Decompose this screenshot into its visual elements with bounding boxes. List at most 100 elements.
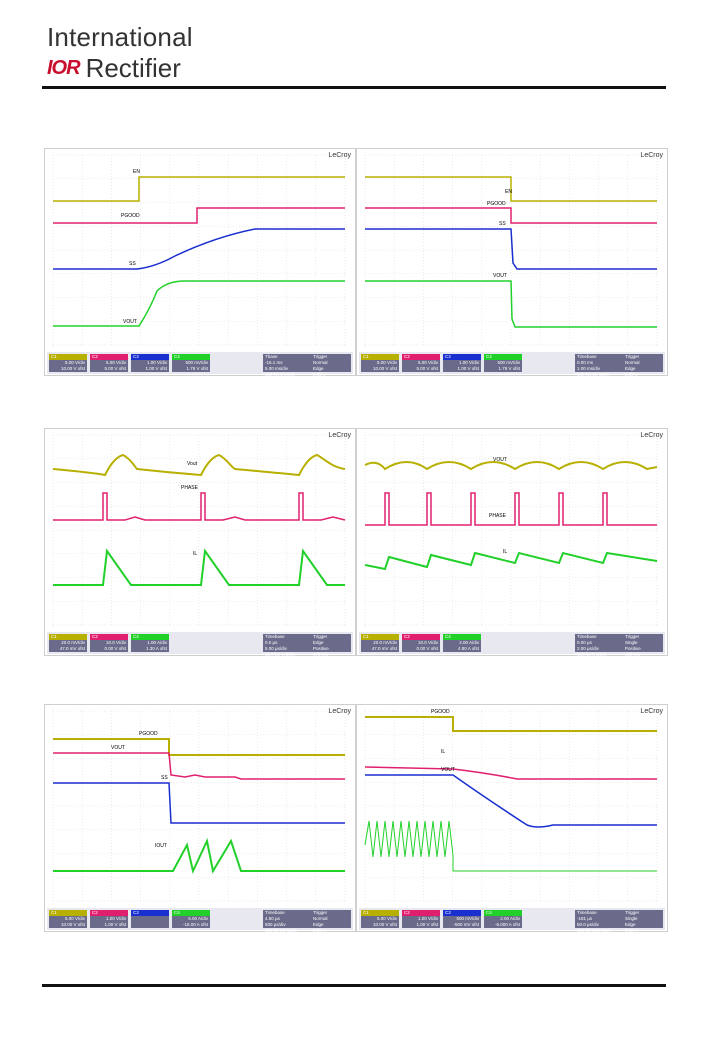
scope-screenshot-3: Vout PHASE IL LeCroy C1 20.0 mV/div 47.0 m… <box>44 428 356 657</box>
footer-rule <box>42 984 666 987</box>
timebase-value: 100 kS 200 MS/s <box>577 928 612 933</box>
channel-readout: C2 5.00 V/div 5.00 V ofst <box>402 354 440 372</box>
channel-name: C3 <box>131 354 169 360</box>
timebase-value: 0.00 µs <box>577 640 592 645</box>
channel-offset: 1.30 A ofst <box>145 646 167 651</box>
trace-ch1-pgood <box>53 738 345 756</box>
scope-info-bar: C1 5.00 V/div 10.00 V ofst C2 1.00 V/div 1.00… <box>359 908 665 939</box>
channel-offset: 1.78 V ofst <box>498 366 520 371</box>
trace-ch4-il <box>53 548 345 586</box>
timebase-value: 0.0 µs <box>265 640 278 645</box>
scope-info-bar: C1 5.00 V/div 10.00 V ofst C2 5.00 V/div 5.00… <box>359 352 665 383</box>
trace-ch4-vout <box>53 280 345 327</box>
channel-name: C4 <box>443 634 481 640</box>
channel-offset: 5.00 V ofst <box>104 366 126 371</box>
trigger-value: 5.40 V <box>625 928 639 933</box>
label-en: EN <box>133 169 140 175</box>
channel-readout: C1 20.0 mV/div 47.0 mV ofst <box>49 634 87 652</box>
trigger-value: Trigger <box>625 354 640 359</box>
channel-name: C4 <box>484 910 522 916</box>
channel-scale: 5.00 V/div <box>376 360 397 365</box>
ior-logo-mark: IOR <box>47 56 81 79</box>
trace-ch2-phase <box>53 492 346 521</box>
channel-readout: C3 <box>131 910 169 928</box>
timebase-readout: Timebase -181 µs 50.0 µs/div 100 kS 200 MS/… <box>575 910 623 933</box>
channel-offset: 47.0 mV ofst <box>371 646 397 651</box>
grid <box>52 710 346 902</box>
channel-scale: 5.00 V/div <box>64 360 85 365</box>
label-vout: VOUT <box>123 319 137 325</box>
timebase-readout: Timebase 0.00 µs 2.00 µs/div 100 kS 5 GS/s <box>575 634 623 657</box>
channel-name: C1 <box>49 910 87 916</box>
header-rule <box>42 86 666 89</box>
scope-info-bar: C1 20.0 mV/div 47.0 mV ofst C2 10.0 V/div 0.0… <box>359 632 665 657</box>
label-vout: VOUT <box>441 767 455 773</box>
trigger-value: Edge <box>313 640 324 645</box>
channel-readout: C4 1.00 A/div 1.30 A ofst <box>131 634 169 652</box>
label-phase: PHASE <box>489 513 507 519</box>
label-il: IL <box>193 551 197 557</box>
timebase-value: Timebase <box>577 910 597 915</box>
channel-readout: C1 20.0 mV/div 47.0 mV ofst <box>361 634 399 652</box>
channel-name: C2 <box>402 910 440 916</box>
channel-scale: 5.00 V/div <box>105 360 126 365</box>
channel-scale: 2.00 A/div <box>500 916 520 921</box>
trigger-value: 400 mV <box>625 652 641 657</box>
timebase-value: 50.0 kS 1 GS/s <box>265 652 296 657</box>
timebase-value: 500 µs/div <box>265 922 286 927</box>
timebase-readout: Timebase 0.00 ms 1.00 ms/div 100 kS 10 MS/s <box>575 354 623 377</box>
trigger-value: 2.30 V <box>625 372 639 377</box>
channel-name: C2 <box>402 634 440 640</box>
timebase-value: Timebase <box>577 634 597 639</box>
trigger-readout: Trigger Normal Edge 2.35 A Positive <box>311 910 351 939</box>
channel-name: C4 <box>172 910 210 916</box>
channel-name: C4 <box>484 354 522 360</box>
channel-offset: 4.80 A ofst <box>457 646 479 651</box>
channel-scale: 20.0 mV/div <box>373 640 397 645</box>
label-vout: VOUT <box>493 457 507 463</box>
scope-screenshot-4: VOUT PHASE IL LeCroy C1 20.0 mV/div 47.0 m… <box>356 428 668 657</box>
channel-readout: C4 500 mV/div 1.78 V ofst <box>172 354 210 372</box>
timebase-value: 100 kS 2 MS/s <box>265 372 295 377</box>
timebase-value: 100 kS 5 GS/s <box>577 652 607 657</box>
channel-name: C1 <box>49 354 87 360</box>
channel-readout: C2 1.00 V/div 1.00 V ofst <box>90 910 128 928</box>
grid <box>364 710 658 902</box>
trace-ch2-il <box>364 766 657 780</box>
trigger-value: Trigger <box>313 910 328 915</box>
timebase-value: -16.1 ms <box>265 360 283 365</box>
channel-offset: -6.000 A ofst <box>494 922 520 927</box>
trace-ch2-vout <box>53 752 345 780</box>
channel-offset: -500 mV ofst <box>453 922 479 927</box>
grid <box>364 154 658 346</box>
trace-ch4-vout <box>365 280 657 328</box>
timebase-value: 50.0 µs/div <box>577 922 599 927</box>
channel-readout: C1 5.00 V/div 10.00 V ofst <box>49 354 87 372</box>
label-en: EN <box>505 189 512 195</box>
channel-scale: 5.00 V/div <box>417 360 438 365</box>
channel-scale: 20.0 mV/div <box>61 640 85 645</box>
trigger-readout: Trigger Single Edge 5.40 V Negative <box>623 910 663 939</box>
lecroy-brand: LeCroy <box>640 152 663 159</box>
lecroy-brand: LeCroy <box>640 708 663 715</box>
lecroy-brand: LeCroy <box>328 708 351 715</box>
timebase-readout: Tbase -16.1 ms 5.00 ms/div 100 kS 2 MS/s <box>263 354 311 377</box>
trigger-value: 2.35 A <box>313 928 326 933</box>
trigger-value: Positive <box>625 378 641 383</box>
channel-offset: 10.00 V ofst <box>372 922 397 927</box>
trace-ch4-il <box>364 551 658 571</box>
channel-readout: C2 10.0 V/div 0.00 V ofst <box>402 634 440 652</box>
channel-name: C1 <box>361 634 399 640</box>
channel-name: C1 <box>361 354 399 360</box>
channel-name: C1 <box>361 910 399 916</box>
trace-ch3-ss <box>365 228 657 270</box>
label-phase: PHASE <box>181 485 199 491</box>
channel-name: C1 <box>49 634 87 640</box>
timebase-value: 2.00 µs/div <box>577 646 599 651</box>
trace-ch1-en <box>53 176 345 202</box>
scope-plot: PGOOD VOUT SS IOUT <box>52 710 346 902</box>
channel-readout: C4 2.00 A/div -6.000 A ofst <box>484 910 522 928</box>
timebase-value: Timebase <box>577 354 597 359</box>
trigger-value: 470 mV <box>313 652 329 657</box>
trace-ch1-pgood <box>365 716 657 732</box>
